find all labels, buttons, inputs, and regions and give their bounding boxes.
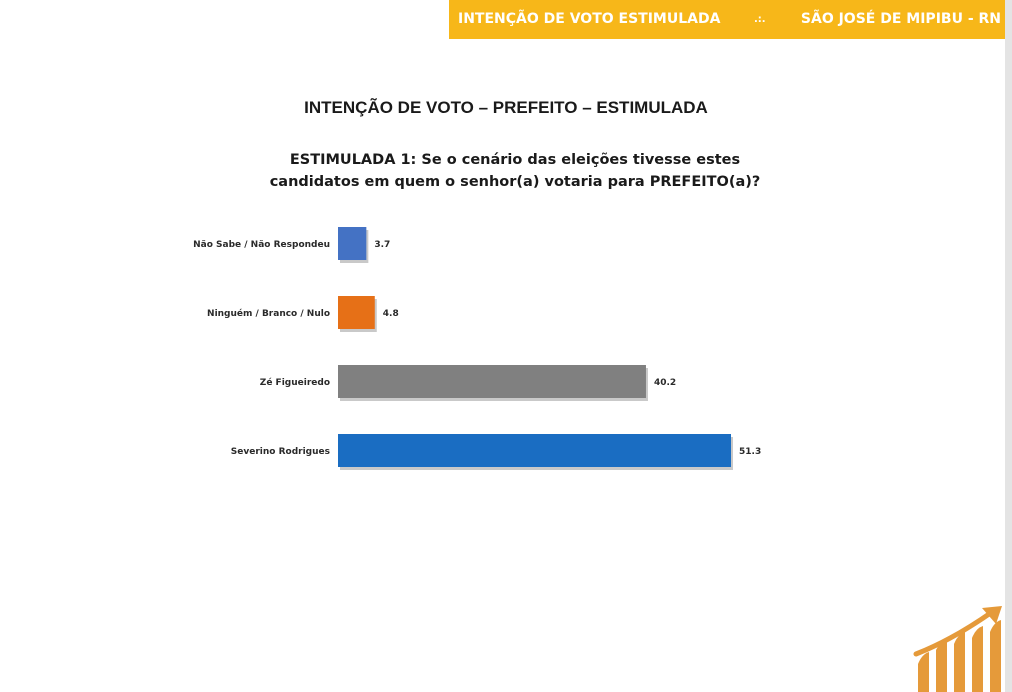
question-line-1: ESTIMULADA 1: Se o cenário das eleições …	[289, 152, 741, 168]
bar	[338, 227, 367, 260]
bar	[338, 434, 731, 467]
value-label: 51.3	[739, 447, 761, 457]
chart-title: INTENÇÃO DE VOTO – PREFEITO – ESTIMULADA	[304, 98, 708, 117]
slide-edge	[1005, 0, 1012, 692]
bar	[338, 365, 646, 398]
survey-question: ESTIMULADA 1: Se o cenário das eleições …	[250, 149, 780, 193]
logo-trend-line	[913, 609, 995, 657]
category-label: Ninguém / Branco / Nulo	[207, 308, 330, 319]
logo-bars	[918, 620, 1001, 692]
question-line-2: candidatos em quem o senhor(a) votaria p…	[269, 174, 761, 190]
category-label: Severino Rodrigues	[231, 447, 330, 457]
category-label: Zé Figueiredo	[260, 377, 330, 388]
logo-arrow-head	[982, 606, 1002, 624]
category-label: Não Sabe / Não Respondeu	[193, 240, 330, 250]
banner-title: INTENÇÃO DE VOTO ESTIMULADA	[458, 11, 721, 27]
value-label: 40.2	[654, 378, 676, 388]
header-banner: INTENÇÃO DE VOTO ESTIMULADA .:. SÃO JOSÉ…	[449, 0, 1005, 39]
value-label: 4.8	[383, 309, 399, 319]
value-label: 3.7	[374, 240, 390, 250]
growth-chart-icon	[913, 606, 1002, 692]
banner-location: SÃO JOSÉ DE MIPIBU - RN	[800, 11, 1001, 27]
banner-separator: .:.	[754, 14, 766, 25]
bar	[338, 296, 375, 329]
